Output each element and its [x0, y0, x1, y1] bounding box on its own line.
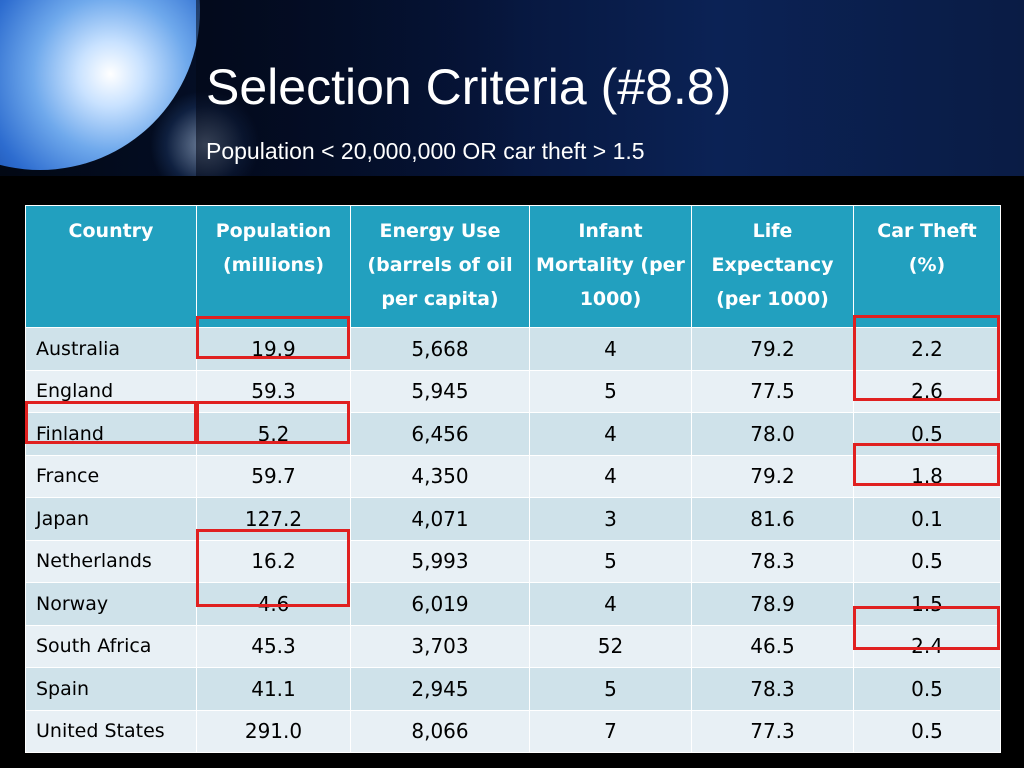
cell-car-theft: 0.5	[853, 667, 1001, 711]
header-population: Population (millions)	[196, 205, 351, 328]
cell-energy-use: 5,668	[350, 327, 530, 371]
table-row: England 59.3 5,945 5 77.5 2.6	[25, 369, 1001, 413]
cell-country: Netherlands	[25, 539, 197, 583]
cell-life-expectancy: 78.3	[691, 539, 854, 583]
cell-car-theft: 0.5	[853, 412, 1001, 456]
cell-infant-mortality: 5	[529, 369, 692, 413]
cell-life-expectancy: 79.2	[691, 454, 854, 498]
cell-car-theft: 0.1	[853, 497, 1001, 541]
cell-infant-mortality: 5	[529, 539, 692, 583]
cell-energy-use: 5,945	[350, 369, 530, 413]
table-row: Finland 5.2 6,456 4 78.0 0.5	[25, 412, 1001, 456]
cell-energy-use: 6,019	[350, 582, 530, 626]
country-data-table: Country Population (millions) Energy Use…	[25, 205, 1001, 753]
header-life-expectancy: Life Expectancy (per 1000)	[691, 205, 854, 328]
header-country: Country	[25, 205, 197, 328]
slide-title: Selection Criteria (#8.8)	[206, 59, 732, 115]
cell-life-expectancy: 78.3	[691, 667, 854, 711]
cell-population: 59.7	[196, 454, 351, 498]
table-row: Australia 19.9 5,668 4 79.2 2.2	[25, 327, 1001, 371]
cell-life-expectancy: 77.3	[691, 709, 854, 753]
cell-life-expectancy: 78.0	[691, 412, 854, 456]
cell-life-expectancy: 81.6	[691, 497, 854, 541]
cell-country: Australia	[25, 327, 197, 371]
table-row: Norway 4.6 6,019 4 78.9 1.5	[25, 582, 1001, 626]
table-row: Spain 41.1 2,945 5 78.3 0.5	[25, 667, 1001, 711]
cell-car-theft: 2.2	[853, 327, 1001, 371]
cell-infant-mortality: 5	[529, 667, 692, 711]
cell-life-expectancy: 46.5	[691, 624, 854, 668]
cell-country: Norway	[25, 582, 197, 626]
header-car-theft: Car Theft (%)	[853, 205, 1001, 328]
cell-car-theft: 0.5	[853, 539, 1001, 583]
title-banner	[0, 0, 1024, 176]
cell-country: Finland	[25, 412, 197, 456]
cell-life-expectancy: 77.5	[691, 369, 854, 413]
cell-population: 45.3	[196, 624, 351, 668]
cell-car-theft: 2.6	[853, 369, 1001, 413]
cell-population: 291.0	[196, 709, 351, 753]
cell-population: 19.9	[196, 327, 351, 371]
cell-infant-mortality: 4	[529, 412, 692, 456]
cell-country: Spain	[25, 667, 197, 711]
cell-car-theft: 0.5	[853, 709, 1001, 753]
cell-infant-mortality: 4	[529, 454, 692, 498]
cell-country: England	[25, 369, 197, 413]
header-energy-use: Energy Use (barrels of oil per capita)	[350, 205, 530, 328]
table-header-row: Country Population (millions) Energy Use…	[25, 205, 1001, 328]
cell-infant-mortality: 4	[529, 582, 692, 626]
cell-energy-use: 8,066	[350, 709, 530, 753]
cell-energy-use: 3,703	[350, 624, 530, 668]
table-row: Netherlands 16.2 5,993 5 78.3 0.5	[25, 539, 1001, 583]
cell-population: 16.2	[196, 539, 351, 583]
cell-life-expectancy: 78.9	[691, 582, 854, 626]
cell-infant-mortality: 3	[529, 497, 692, 541]
table-row: South Africa 45.3 3,703 52 46.5 2.4	[25, 624, 1001, 668]
cell-energy-use: 5,993	[350, 539, 530, 583]
cell-infant-mortality: 52	[529, 624, 692, 668]
cell-country: United States	[25, 709, 197, 753]
cell-infant-mortality: 4	[529, 327, 692, 371]
cell-car-theft: 1.8	[853, 454, 1001, 498]
cell-population: 41.1	[196, 667, 351, 711]
cell-car-theft: 1.5	[853, 582, 1001, 626]
table-row: France 59.7 4,350 4 79.2 1.8	[25, 454, 1001, 498]
cell-population: 4.6	[196, 582, 351, 626]
cell-energy-use: 2,945	[350, 667, 530, 711]
cell-population: 127.2	[196, 497, 351, 541]
header-infant-mortality: Infant Mortality (per 1000)	[529, 205, 692, 328]
cell-life-expectancy: 79.2	[691, 327, 854, 371]
cell-energy-use: 4,071	[350, 497, 530, 541]
cell-country: South Africa	[25, 624, 197, 668]
cell-population: 5.2	[196, 412, 351, 456]
table-row: United States 291.0 8,066 7 77.3 0.5	[25, 709, 1001, 753]
cell-energy-use: 6,456	[350, 412, 530, 456]
cell-infant-mortality: 7	[529, 709, 692, 753]
slide-subtitle: Population < 20,000,000 OR car theft > 1…	[206, 138, 645, 164]
cell-country: Japan	[25, 497, 197, 541]
cell-population: 59.3	[196, 369, 351, 413]
cell-car-theft: 2.4	[853, 624, 1001, 668]
cell-country: France	[25, 454, 197, 498]
cell-energy-use: 4,350	[350, 454, 530, 498]
table-row: Japan 127.2 4,071 3 81.6 0.1	[25, 497, 1001, 541]
